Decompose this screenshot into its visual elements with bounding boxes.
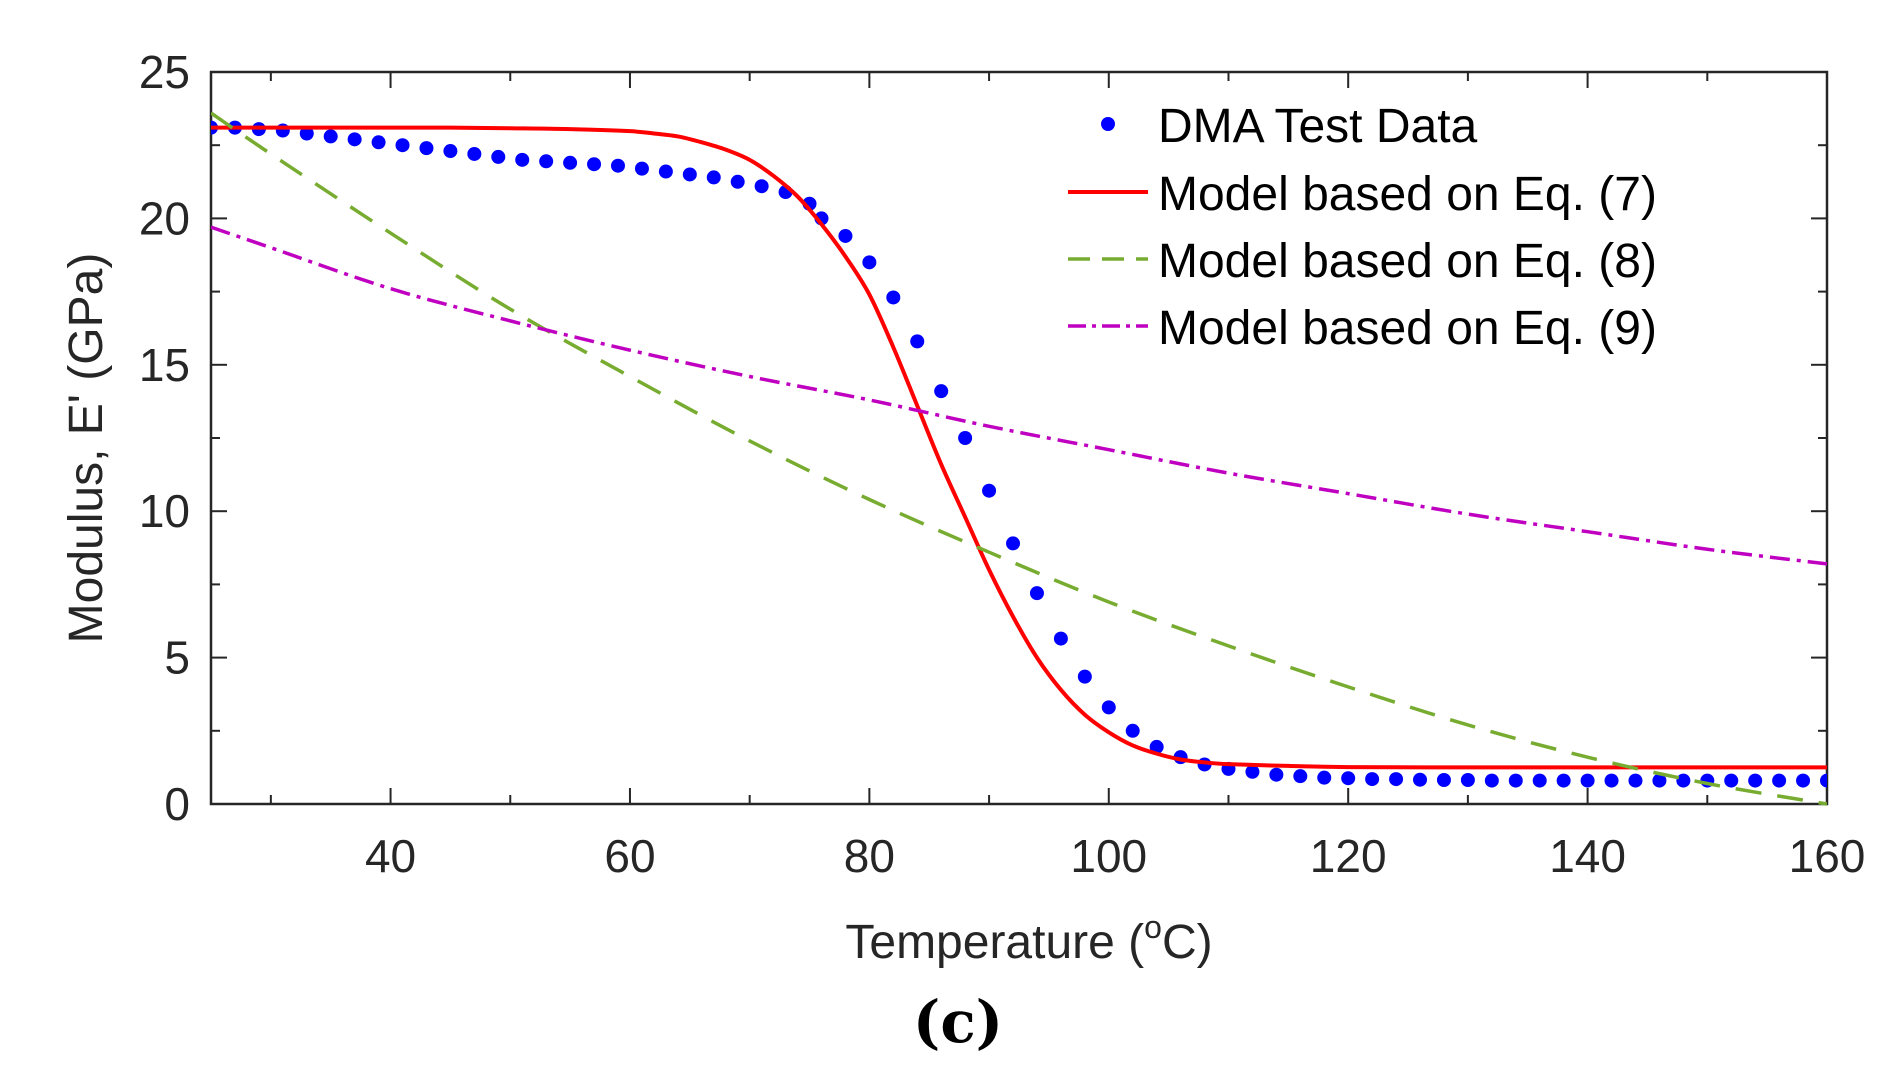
dma-data-point xyxy=(862,255,876,269)
dma-data-point xyxy=(491,150,505,164)
dma-data-point xyxy=(755,179,769,193)
x-tick-label: 100 xyxy=(1070,830,1147,882)
dma-data-point xyxy=(838,229,852,243)
dma-data-point xyxy=(1078,670,1092,684)
dma-data-point xyxy=(1820,774,1834,788)
dma-data-point xyxy=(1461,773,1475,787)
dma-data-point xyxy=(1485,774,1499,788)
dma-data-point xyxy=(587,157,601,171)
dma-data-point xyxy=(419,141,433,155)
y-tick-label: 25 xyxy=(139,46,190,98)
dma-data-point xyxy=(396,138,410,152)
y-tick-label: 10 xyxy=(139,485,190,537)
dma-data-point xyxy=(1581,774,1595,788)
dma-data-point xyxy=(1676,774,1690,788)
dma-data-point xyxy=(1437,773,1451,787)
dma-data-point xyxy=(1557,774,1571,788)
dma-data-point xyxy=(1413,773,1427,787)
dma-data-point xyxy=(707,170,721,184)
dma-data-point xyxy=(1006,536,1020,550)
dma-data-point xyxy=(1293,769,1307,783)
dma-data-point xyxy=(1341,771,1355,785)
dma-data-point xyxy=(1317,771,1331,785)
dma-data-point xyxy=(515,153,529,167)
dma-data-point xyxy=(659,165,673,179)
x-axis-title-degree: o xyxy=(1144,909,1162,945)
x-tick-label: 60 xyxy=(604,830,655,882)
dma-data-point xyxy=(910,334,924,348)
chart-svg: 40 60 80 100 120 140 160 0 5 10 15 20 25 Temperature … xyxy=(0,0,1904,1080)
dma-data-point xyxy=(1796,774,1810,788)
dma-data-point xyxy=(467,147,481,161)
dma-data-point xyxy=(1030,586,1044,600)
dma-data-point xyxy=(982,484,996,498)
dma-data-point xyxy=(635,162,649,176)
y-tick-label: 5 xyxy=(164,632,190,684)
dma-data-point xyxy=(1748,774,1762,788)
y-tick-label: 15 xyxy=(139,339,190,391)
x-tick-label: 140 xyxy=(1549,830,1626,882)
y-tick-label: 20 xyxy=(139,192,190,244)
x-axis-title: Temperature (oC) xyxy=(845,909,1212,969)
dma-data-point xyxy=(958,431,972,445)
dma-data-point xyxy=(731,175,745,189)
dma-data-point xyxy=(1628,774,1642,788)
dma-data-point xyxy=(348,132,362,146)
y-tick-label: 0 xyxy=(164,778,190,830)
dma-data-point xyxy=(1533,774,1547,788)
x-tick-label: 160 xyxy=(1789,830,1866,882)
dma-data-point xyxy=(1605,774,1619,788)
dma-data-point xyxy=(1269,768,1283,782)
panel-label: (c) xyxy=(913,988,1003,1056)
dma-data-point xyxy=(683,167,697,181)
legend-label: DMA Test Data xyxy=(1158,100,1478,153)
dma-data-point xyxy=(1509,774,1523,788)
legend-label: Model based on Eq. (8) xyxy=(1158,235,1657,288)
x-tick-label: 80 xyxy=(844,830,895,882)
dma-data-point xyxy=(934,384,948,398)
legend-label: Model based on Eq. (7) xyxy=(1158,168,1657,221)
dma-data-point xyxy=(443,144,457,158)
dma-data-point xyxy=(1102,700,1116,714)
legend-marker-dot xyxy=(1101,117,1115,131)
x-tick-label: 40 xyxy=(365,830,416,882)
dma-data-point xyxy=(1389,772,1403,786)
legend-entry: DMA Test Data xyxy=(1101,100,1478,153)
dma-data-point xyxy=(1772,774,1786,788)
dma-data-point xyxy=(324,129,338,143)
dma-data-point xyxy=(563,156,577,170)
dma-data-point xyxy=(1724,774,1738,788)
x-axis-title-unit: C) xyxy=(1162,916,1213,969)
x-tick-label: 120 xyxy=(1310,830,1387,882)
legend-label: Model based on Eq. (9) xyxy=(1158,302,1657,355)
x-axis-title-text: Temperature ( xyxy=(845,916,1144,969)
dma-data-point xyxy=(539,154,553,168)
dma-data-point xyxy=(611,159,625,173)
dma-data-point xyxy=(1365,772,1379,786)
y-axis-title: Modulus, E' (GPa) xyxy=(60,253,113,644)
dma-data-point xyxy=(1126,724,1140,738)
dma-data-point xyxy=(1054,632,1068,646)
dma-data-point xyxy=(886,290,900,304)
dma-data-point xyxy=(372,135,386,149)
chart-figure: 40 60 80 100 120 140 160 0 5 10 15 20 25 Temperature … xyxy=(0,0,1904,1080)
